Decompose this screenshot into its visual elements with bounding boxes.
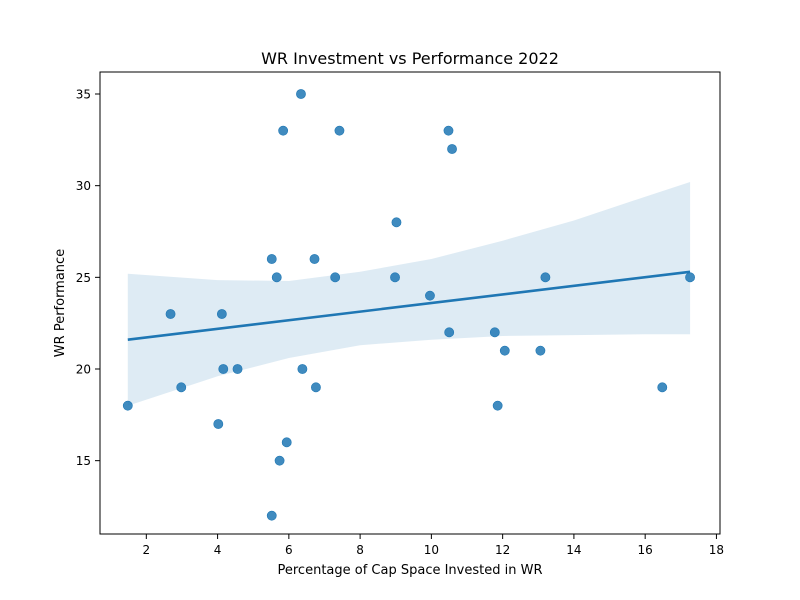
- data-point: [232, 364, 243, 374]
- data-point: [274, 455, 285, 466]
- data-point: [297, 364, 308, 374]
- data-point: [330, 272, 341, 283]
- data-point: [165, 309, 176, 319]
- regression-line-layer: [127, 270, 691, 341]
- y-tick-label: 35: [76, 88, 91, 102]
- confidence-band: [127, 182, 691, 406]
- x-tick-label: 2: [143, 543, 151, 557]
- x-tick-label: 18: [709, 543, 724, 557]
- data-point: [390, 272, 400, 283]
- data-point: [122, 400, 133, 411]
- confidence-band-layer: [127, 182, 691, 406]
- data-point: [281, 437, 292, 448]
- data-point: [535, 345, 546, 356]
- x-tick-label: 4: [214, 543, 222, 557]
- x-tick-label: 16: [638, 543, 653, 557]
- x-tick-label: 12: [495, 543, 510, 557]
- plot-frame: [99, 71, 721, 535]
- regression-line: [127, 270, 691, 341]
- data-point: [266, 254, 277, 264]
- data-point: [499, 345, 510, 356]
- data-point: [296, 89, 306, 99]
- scatter-points-layer: [122, 89, 695, 521]
- x-axis: 2 4 6 8 10 12 14 16 18: [143, 534, 724, 557]
- data-point: [489, 327, 500, 338]
- x-axis-label: Percentage of Cap Space Invested in WR: [278, 563, 543, 578]
- data-point: [213, 419, 224, 429]
- data-point: [266, 510, 277, 521]
- data-point: [492, 400, 503, 411]
- data-point: [309, 254, 320, 264]
- x-tick-label: 8: [356, 543, 364, 557]
- data-point: [216, 309, 227, 319]
- data-point: [271, 272, 282, 283]
- data-point: [443, 125, 454, 136]
- y-tick-label: 20: [76, 363, 91, 377]
- chart-title: WR Investment vs Performance 2022: [261, 49, 559, 68]
- plot-area: [99, 71, 721, 535]
- x-tick-label: 6: [285, 543, 293, 557]
- y-axis: 15 20 25 30 35: [76, 88, 100, 468]
- y-axis-label: WR Performance: [53, 249, 68, 357]
- data-point: [218, 364, 229, 374]
- data-point: [176, 382, 187, 393]
- x-tick-label: 14: [566, 543, 581, 557]
- data-point: [311, 382, 321, 393]
- y-tick-label: 30: [76, 179, 91, 193]
- data-point: [447, 144, 457, 154]
- data-point: [391, 217, 402, 228]
- data-point: [278, 125, 289, 136]
- data-point: [425, 290, 435, 301]
- data-point: [685, 272, 695, 283]
- data-point: [334, 125, 345, 136]
- x-tick-label: 10: [424, 543, 439, 557]
- y-tick-label: 25: [76, 271, 91, 285]
- data-point: [540, 272, 551, 283]
- plot-background: [100, 72, 720, 534]
- y-tick-label: 15: [76, 454, 91, 468]
- data-point: [657, 382, 668, 393]
- data-point: [444, 327, 455, 338]
